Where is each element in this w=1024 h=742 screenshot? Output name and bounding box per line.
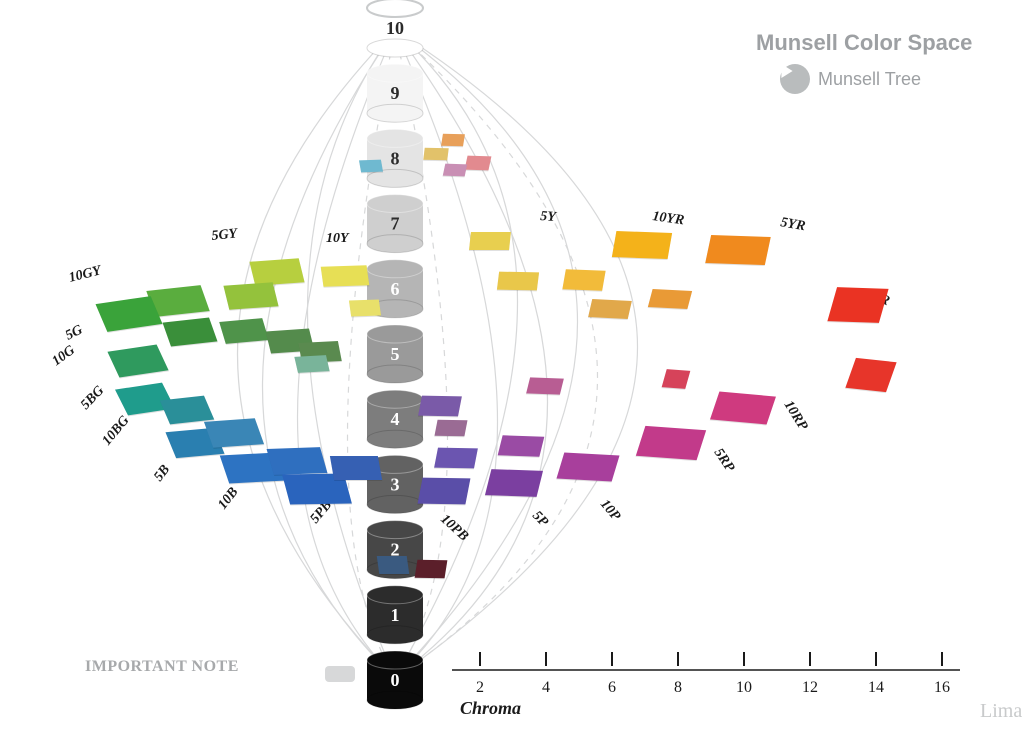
value-cylinder: 10 [367, 0, 423, 57]
svg-text:4: 4 [391, 409, 400, 429]
color-swatch [648, 289, 692, 309]
color-swatch [827, 287, 888, 323]
hue-label: 5P [529, 508, 551, 530]
color-swatch [588, 299, 632, 319]
credit-text: Lima [980, 700, 1022, 723]
color-swatch [330, 456, 382, 480]
hue-label: 10GY [67, 263, 104, 286]
color-swatch [377, 556, 410, 574]
svg-text:16: 16 [934, 679, 950, 696]
color-swatch [219, 318, 269, 344]
svg-text:0: 0 [391, 670, 400, 690]
svg-text:3: 3 [391, 474, 400, 494]
color-swatch [204, 418, 264, 448]
svg-text:12: 12 [802, 679, 818, 696]
value-cylinder: 4 [367, 390, 423, 448]
color-swatch [443, 164, 467, 177]
svg-text:1: 1 [391, 605, 400, 625]
color-swatch [163, 318, 218, 347]
hue-label: 10Y [326, 231, 350, 246]
color-swatch [249, 258, 304, 285]
color-swatch [434, 448, 478, 469]
hue-label: 10RP [781, 398, 811, 433]
hue-label: 5RP [711, 446, 738, 475]
hue-label: 5B [151, 462, 173, 484]
svg-text:4: 4 [542, 679, 550, 696]
svg-text:2: 2 [476, 679, 484, 696]
hue-label: 5YR [779, 215, 806, 234]
color-swatch [662, 369, 691, 389]
color-swatch [469, 232, 511, 250]
page-title: Munsell Color Space [756, 30, 972, 56]
hue-label: 10B [215, 485, 241, 513]
hue-label: 10P [597, 497, 623, 524]
value-cylinder: 9 [367, 64, 423, 122]
hue-label: 5G [63, 323, 85, 344]
play-munsell-tree[interactable]: Munsell Tree [780, 64, 921, 94]
svg-text:Chroma: Chroma [460, 698, 521, 718]
color-swatch [710, 392, 776, 425]
color-swatch [223, 282, 278, 309]
svg-text:7: 7 [391, 214, 400, 234]
color-swatch [321, 265, 370, 287]
svg-text:6: 6 [391, 279, 400, 299]
color-swatch [359, 160, 383, 173]
hue-label: 10YR [651, 209, 685, 228]
svg-text:8: 8 [391, 148, 400, 168]
value-cylinder: 5 [367, 325, 423, 383]
color-swatch [415, 560, 448, 579]
svg-text:10: 10 [736, 679, 752, 696]
color-swatch [418, 478, 471, 505]
color-swatch [612, 231, 672, 259]
color-swatch [498, 435, 545, 456]
hue-label: 5GY [211, 226, 240, 244]
svg-text:6: 6 [608, 679, 616, 696]
hue-label: 10PB [437, 512, 471, 544]
color-swatch [423, 148, 448, 160]
color-swatch [267, 447, 328, 475]
hue-label: 10G [50, 343, 78, 369]
svg-text:5: 5 [391, 344, 400, 364]
svg-text:8: 8 [674, 679, 682, 696]
value-cylinder: 0 [367, 651, 423, 709]
color-swatch [160, 396, 214, 425]
color-swatch [349, 299, 381, 316]
hue-label: 5BG [78, 383, 107, 412]
value-cylinder: 7 [367, 195, 423, 253]
color-swatch [418, 396, 462, 417]
svg-text:9: 9 [391, 83, 400, 103]
value-cylinder: 8 [367, 129, 423, 187]
svg-text:14: 14 [868, 679, 884, 696]
color-swatch [562, 269, 605, 290]
color-swatch [705, 235, 771, 265]
color-swatch [636, 426, 706, 460]
important-note[interactable]: IMPORTANT NOTE [85, 658, 239, 676]
color-swatch [526, 377, 564, 394]
color-swatch [485, 469, 543, 497]
play-label: Munsell Tree [818, 69, 921, 90]
color-swatch [294, 355, 329, 373]
color-swatch [497, 272, 539, 291]
color-swatch [434, 420, 467, 437]
svg-text:10: 10 [386, 18, 404, 38]
color-swatch [441, 134, 465, 146]
color-swatch [556, 453, 619, 482]
hue-label: 10BG [100, 413, 133, 448]
hue-label: 5Y [540, 209, 558, 225]
play-icon [780, 64, 810, 94]
value-cylinder: 1 [367, 586, 423, 644]
color-swatch [465, 156, 492, 171]
